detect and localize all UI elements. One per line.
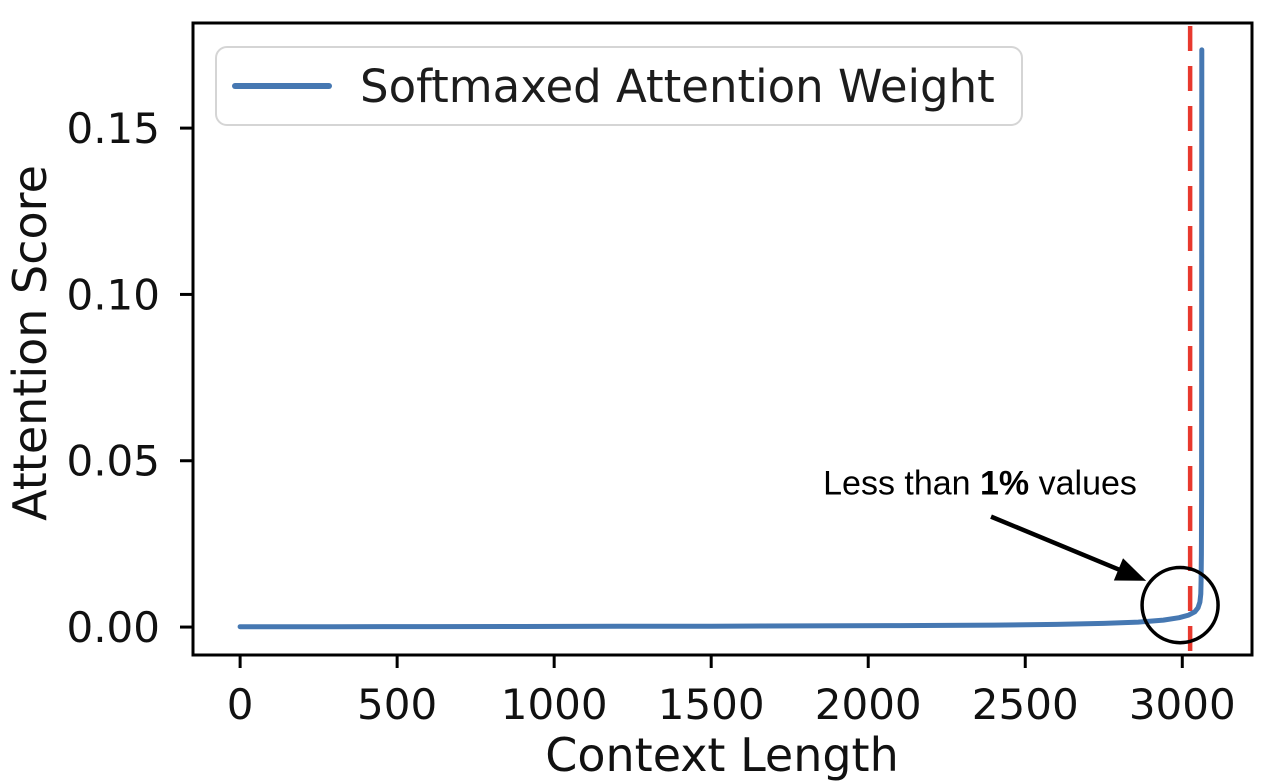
annotation-text-part: values [1029,464,1137,503]
x-tick-label: 500 [357,680,437,729]
plot-border [191,21,1254,657]
y-tick-label: 0.00 [66,603,160,652]
annotation-text-bold: 1% [980,464,1030,503]
annotation-text: Less than 1% values [823,465,1137,504]
y-axis-title: Attention Score [3,165,57,521]
x-tick-label: 1000 [501,680,608,729]
legend-line-sample [232,83,332,89]
series-line [237,47,1205,630]
legend: Softmaxed Attention Weight [215,46,1023,126]
annotation-text-part: Less than [823,464,981,503]
y-tick-label: 0.10 [66,270,160,319]
legend-label: Softmaxed Attention Weight [360,59,995,113]
x-tick-label: 3000 [1129,680,1236,729]
y-tick-label: 0.05 [66,437,160,486]
annotation-circle [1140,565,1220,645]
x-tick-label: 1500 [658,680,765,729]
annotation-arrow-head [1113,558,1147,581]
x-tick-label: 2000 [815,680,922,729]
annotation-arrow-shaft [990,514,1125,574]
x-tick-label: 0 [227,680,254,729]
x-tick-label: 2500 [972,680,1079,729]
x-axis-title: Context Length [545,728,899,782]
y-tick-label: 0.15 [66,104,160,153]
